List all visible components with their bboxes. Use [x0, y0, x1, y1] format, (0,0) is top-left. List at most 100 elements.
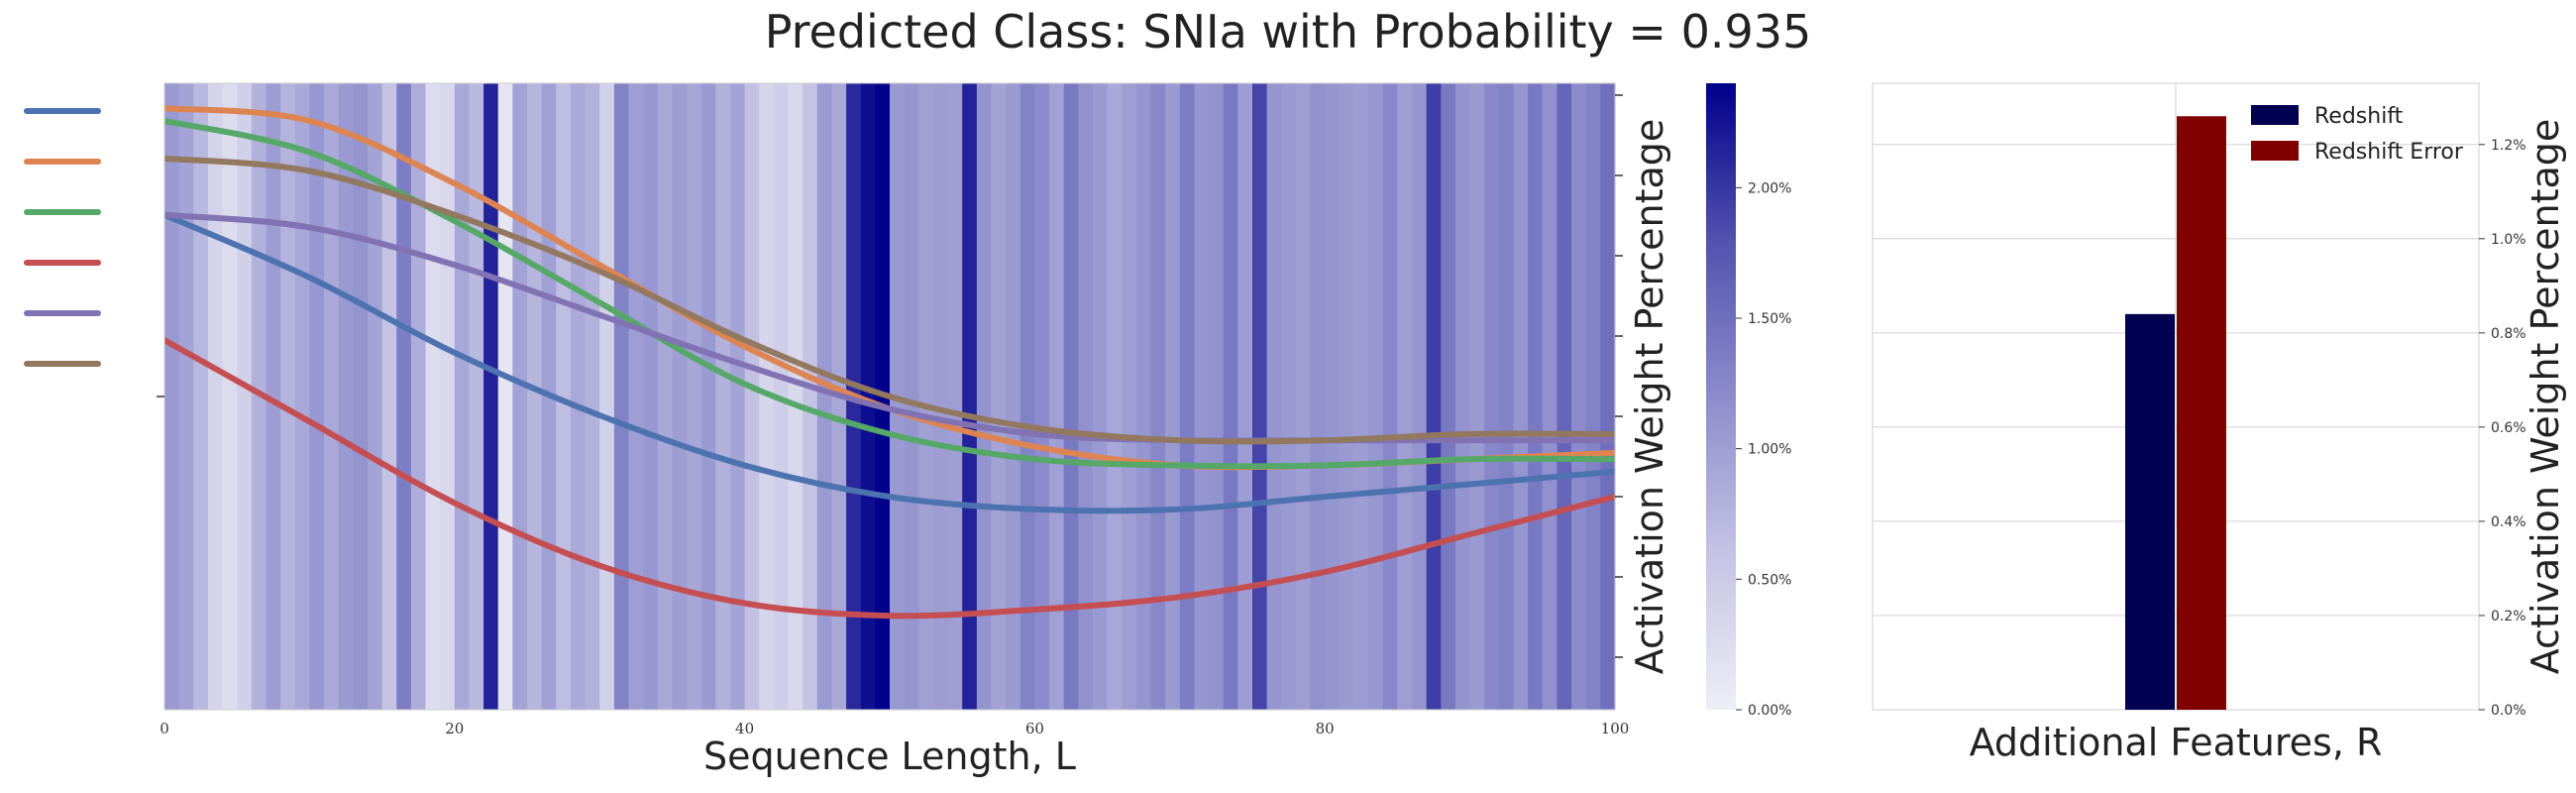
colorbar-tick-label: 1.00% [1748, 442, 1791, 458]
barchart-y-tick-label: 0.0% [2491, 703, 2526, 719]
heatmap-cell [381, 83, 397, 710]
heatmap-cell [1063, 83, 1079, 710]
heatmap-cell [1469, 83, 1485, 710]
heatmap-cell [744, 83, 760, 710]
heatmap-cell [237, 83, 253, 710]
barchart-y-ticks: 0.0% 0.2% 0.4% 0.6% 0.8% 1.0% 1.2% [2479, 138, 2526, 719]
colorbar: 0.00% 0.50% 1.00% 1.50% 2.00% Activation Wei… [1628, 83, 1791, 719]
flux-line-1 [164, 211, 1615, 514]
heatmap-cell [527, 83, 543, 710]
heatmap-cell [1078, 83, 1094, 710]
heatmap-cell [324, 83, 340, 710]
flux-line-4 [164, 337, 1615, 620]
heatmap-cell [1034, 83, 1050, 710]
barchart-y-tick-label: 1.2% [2491, 138, 2526, 154]
heatmap-cell [164, 83, 180, 710]
heatmap-cell [207, 83, 224, 710]
heatmap-cell [1122, 83, 1137, 710]
heatmap-cell [1150, 83, 1166, 710]
bar-redshift [2125, 313, 2175, 710]
barchart-y-tick-label: 1.0% [2491, 232, 2526, 248]
heatmap-cell [294, 83, 310, 710]
heatmap-cell [700, 83, 716, 710]
heatmap-cell [687, 83, 702, 710]
heatmap-cell [1252, 83, 1268, 710]
heatmap-cell [657, 83, 673, 710]
heatmap-cell [1020, 83, 1035, 710]
heatmap-cell [788, 83, 804, 710]
heatmap-cell [280, 83, 296, 710]
heatmap-cell [918, 83, 934, 710]
heatmap-cell [469, 83, 484, 710]
heatmap-cell [613, 83, 630, 710]
heatmap-cell [1397, 83, 1413, 710]
heatmap-cell [1310, 83, 1326, 710]
line-legend [24, 108, 101, 367]
colorbar-label: Activation Weight Percentage [1628, 119, 1671, 675]
heatmap-cell [1585, 83, 1601, 710]
heatmap-cell [1426, 83, 1442, 710]
heatmap-cell [962, 83, 978, 710]
heatmap-cell [1107, 83, 1123, 710]
heatmap-x-tick-label: 0 [160, 720, 169, 737]
barchart-legend: Redshift Redshift Error [2251, 104, 2464, 165]
heatmap-cell [410, 83, 427, 710]
heatmap-x-tick-label: 100 [1601, 720, 1630, 737]
heatmap-cell [454, 83, 471, 710]
heatmap-cell [570, 83, 587, 710]
colorbar-tick-label: 0.50% [1748, 572, 1791, 588]
heatmap-cell [193, 83, 209, 710]
heatmap-cell [729, 83, 746, 710]
heatmap-x-axis-label: Sequence Length, L [703, 735, 1076, 778]
heatmap-x-tick-label: 20 [445, 720, 464, 737]
heatmap-cell [440, 83, 456, 710]
heatmap-cell [1223, 83, 1238, 710]
heatmap-cell [860, 83, 876, 710]
heatmap-cell [715, 83, 731, 710]
heatmap-cell [643, 83, 659, 710]
colorbar-tick-label: 1.50% [1748, 311, 1791, 327]
barchart-y-tick-label: 0.8% [2491, 326, 2526, 342]
heatmap-cell [396, 83, 412, 710]
flux-lines [164, 105, 1615, 620]
heatmap-x-tick-label: 40 [735, 720, 754, 737]
additional-features-bar-chart: 0.0%0.2%0.4%0.6%0.8%1.0%1.2% RedshiftRed… [1872, 82, 2567, 764]
heatmap-x-tick-label: 60 [1025, 720, 1044, 737]
heatmap-cell [1325, 83, 1341, 710]
heatmap-cell [178, 83, 194, 710]
heatmap-cell [1484, 83, 1500, 710]
heatmap-cell [1556, 83, 1572, 710]
heatmap-cell [1165, 83, 1181, 710]
heatmap-cell [1600, 83, 1616, 710]
heatmap-cell [338, 83, 354, 710]
heatmap-cell [1209, 83, 1225, 710]
heatmap-cell [512, 83, 528, 710]
heatmap-cell [585, 83, 600, 710]
heatmap-cell [904, 83, 919, 710]
heatmap-cell [672, 83, 688, 710]
heatmap-cell [222, 83, 238, 710]
heatmap-cell [976, 83, 993, 710]
heatmap-cell [1412, 83, 1428, 710]
heatmap-cell [803, 83, 818, 710]
barchart-legend-swatch [2251, 141, 2299, 161]
heatmap-cell [1528, 83, 1544, 710]
barchart-y-tick-label: 0.6% [2491, 420, 2526, 436]
heatmap-cell [932, 83, 949, 710]
heatmap-cell [1513, 83, 1529, 710]
heatmap-cell [1179, 83, 1196, 710]
heatmap-cell [991, 83, 1007, 710]
colorbar-ticks: 0.00% 0.50% 1.00% 1.50% 2.00% [1736, 180, 1791, 719]
heatmap-cell [1092, 83, 1109, 710]
heatmap-cell [1339, 83, 1355, 710]
heatmap-cell [1382, 83, 1398, 710]
colorbar-tick-label: 2.00% [1748, 180, 1791, 196]
heatmap-cell [1441, 83, 1456, 710]
barchart-y-tick-label: 0.4% [2491, 514, 2526, 530]
barchart-legend-label: Redshift [2314, 104, 2404, 129]
heatmap-cell [1281, 83, 1297, 710]
barchart-bars [2125, 116, 2226, 710]
figure-title: Predicted Class: SNIa with Probability =… [765, 5, 1812, 58]
heatmap-cell [1006, 83, 1021, 710]
heatmap-cell [1454, 83, 1471, 710]
